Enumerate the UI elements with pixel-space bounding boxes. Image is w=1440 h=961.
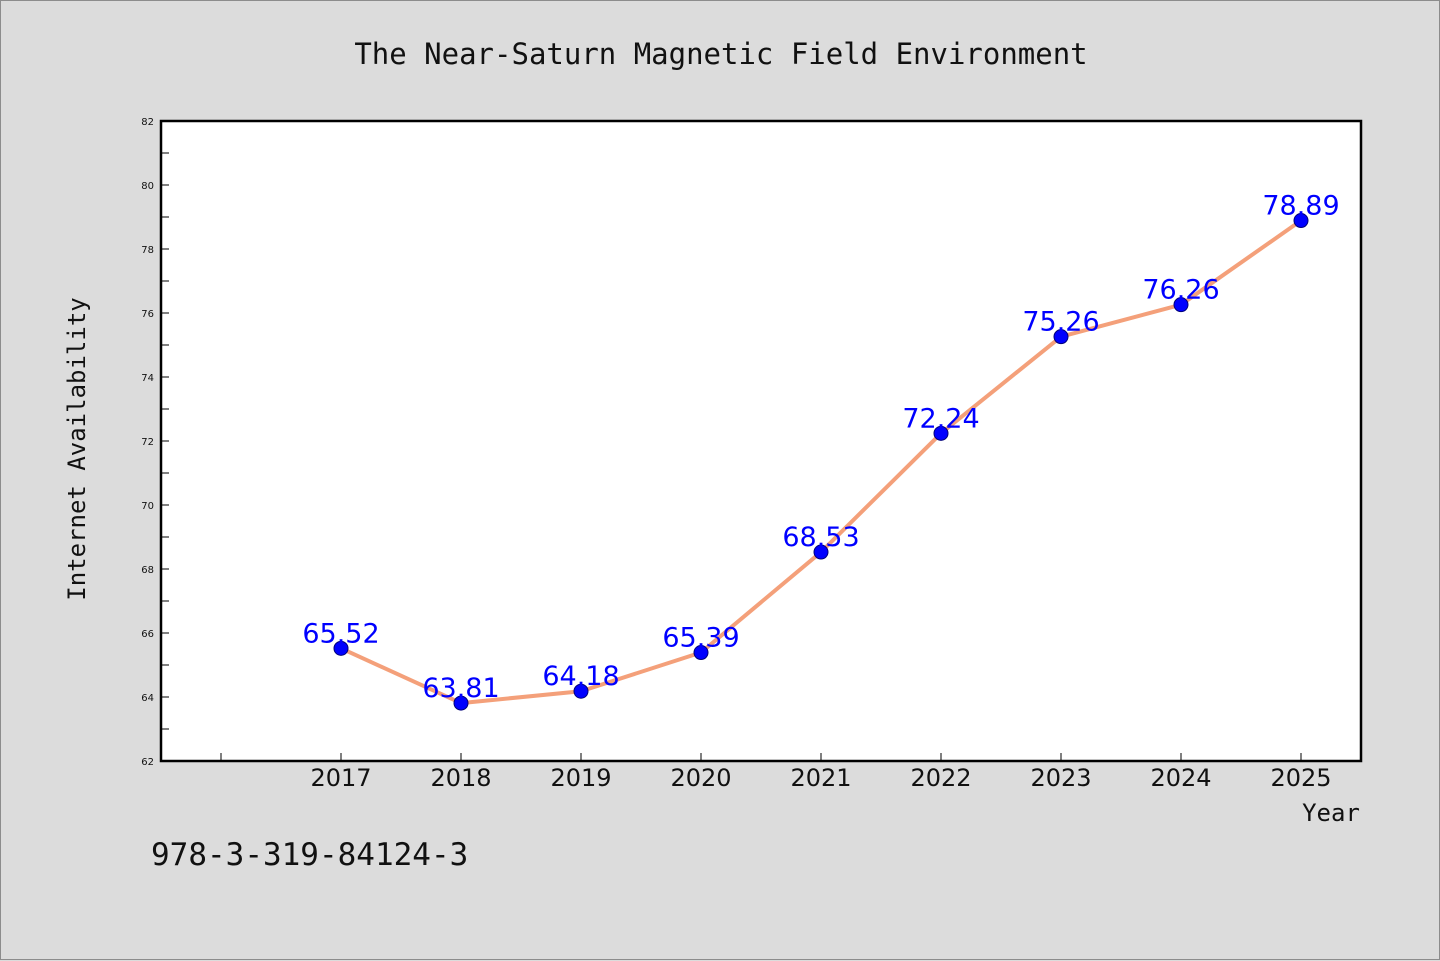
x-tick-label: 2018: [430, 764, 491, 792]
y-axis-title: Internet Availability: [63, 297, 91, 600]
data-label: 64.18: [542, 661, 619, 692]
data-label: 68.53: [782, 522, 859, 553]
y-tick-label: 78: [141, 245, 154, 256]
data-label: 65.39: [662, 623, 739, 654]
data-label: 75.26: [1022, 307, 1099, 338]
plot-frame: [159, 119, 1363, 763]
y-tick-label: 66: [141, 629, 154, 640]
data-point: [933, 425, 949, 441]
data-point: [333, 640, 349, 656]
data-label: 65.52: [302, 618, 379, 649]
data-point: [573, 683, 589, 699]
chart-title: The Near-Saturn Magnetic Field Environme…: [354, 37, 1087, 71]
x-tick-label: 2023: [1030, 764, 1091, 792]
data-point: [1053, 329, 1069, 345]
x-tick-label: 2025: [1270, 764, 1331, 792]
plot-area: 62 64 66 68 70 72 74 76 78 80 82 2017 2018 2019 2020 20…: [141, 117, 1363, 792]
x-tick-label: 2019: [550, 764, 611, 792]
y-tick-label: 64: [141, 693, 154, 704]
x-axis-title: Year: [1302, 799, 1360, 827]
data-point: [453, 695, 469, 711]
data-label: 76.26: [1142, 275, 1219, 306]
x-tick-label: 2017: [310, 764, 371, 792]
data-label: 63.81: [422, 673, 499, 704]
x-tick-label: 2022: [910, 764, 971, 792]
y-tick-label: 62: [141, 757, 154, 768]
y-tick-label: 74: [141, 373, 154, 384]
y-tick-label: 68: [141, 565, 154, 576]
y-tick-label: 72: [141, 437, 154, 448]
y-tick-label: 80: [141, 181, 154, 192]
y-tick-label: 76: [141, 309, 154, 320]
y-tick-label: 82: [141, 117, 154, 128]
y-tick-label: 70: [141, 501, 154, 512]
plot-background: [161, 121, 1361, 761]
data-point: [813, 544, 829, 560]
x-tick-label: 2021: [790, 764, 851, 792]
isbn-annotation: 978-3-319-84124-3: [151, 837, 468, 873]
x-tick-label: 2024: [1150, 764, 1211, 792]
data-point: [1173, 297, 1189, 313]
data-point: [1293, 213, 1309, 229]
data-label: 78.89: [1262, 191, 1339, 222]
x-tick-label: 2020: [670, 764, 731, 792]
data-point: [693, 645, 709, 661]
data-label: 72.24: [902, 403, 979, 434]
